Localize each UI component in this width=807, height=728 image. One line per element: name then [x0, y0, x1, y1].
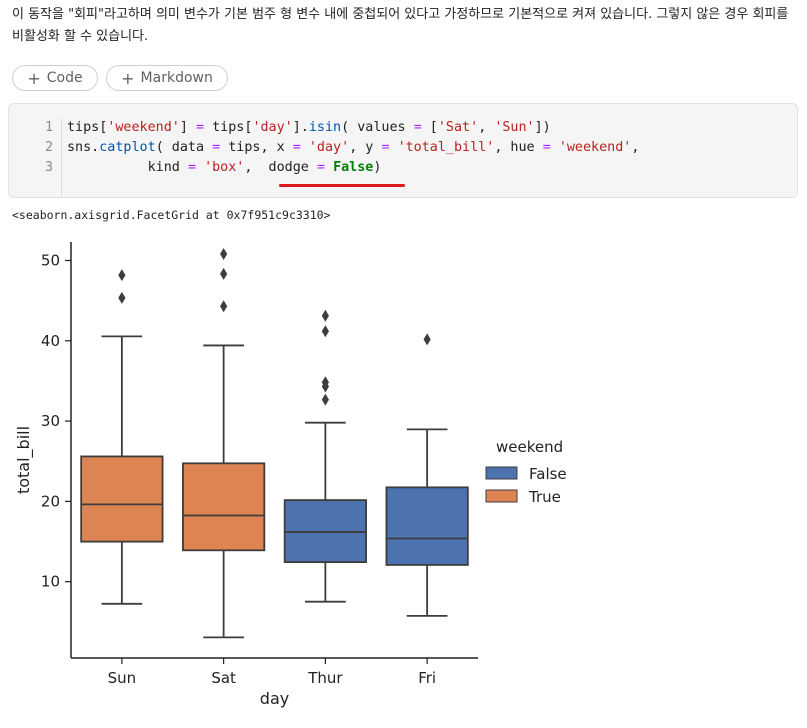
y-tick-label: 10 [41, 573, 60, 591]
outlier-point [321, 325, 329, 338]
y-tick-label: 30 [41, 412, 60, 430]
x-tick-label: Thur [307, 669, 343, 687]
x-tick-label: Fri [418, 669, 436, 687]
legend-title: weekend [496, 438, 563, 456]
legend-swatch [485, 466, 518, 480]
box-sat [182, 462, 266, 552]
y-tick-label: 40 [41, 332, 60, 350]
box-sun [80, 455, 164, 543]
legend-swatch [485, 489, 518, 503]
add-code-label: Code [46, 70, 83, 86]
line-number: 3 [44, 160, 53, 175]
boxplot-chart: 10 20 30 40 50 Sun Sat Thur Fri day total_bill week… [14, 242, 567, 708]
add-code-button[interactable]: + Code [12, 65, 98, 91]
outlier-point [220, 247, 228, 260]
outlier-point [118, 269, 126, 282]
x-axis-title: day [260, 689, 289, 708]
outlier-point [118, 291, 126, 304]
markdown-text: 이 동작을 "회피"라고하며 의미 변수가 기본 범주 형 변수 내에 중첩되어… [12, 7, 789, 44]
x-tick-label: Sun [108, 669, 137, 687]
line-number: 1 [44, 120, 53, 135]
outlier-point [220, 300, 228, 313]
outlier-point [423, 333, 431, 346]
add-markdown-button[interactable]: + Markdown [106, 65, 228, 91]
y-tick-label: 50 [41, 251, 60, 269]
code-editor[interactable]: tips['weekend'] = tips['day'].isin( valu… [67, 118, 639, 178]
code-cell[interactable]: 1 2 3 tips['weekend'] = tips['day'].isin… [8, 103, 798, 198]
line-number-gutter: 1 2 3 [25, 118, 62, 198]
highlight-underline [279, 184, 405, 187]
y-tick-label: 20 [41, 492, 60, 510]
x-tick-label: Sat [211, 669, 236, 687]
plus-icon: + [121, 68, 135, 88]
code-line-2: sns.catplot( data = tips, x = 'day', y =… [67, 140, 640, 155]
box-fri [385, 486, 469, 566]
outlier-point [321, 309, 329, 322]
legend-label: True [528, 488, 561, 506]
cell-output-repr: <seaborn.axisgrid.FacetGrid at 0x7f951c9… [12, 208, 331, 222]
y-axis-title: total_bill [14, 426, 34, 494]
code-line-1: tips['weekend'] = tips['day'].isin( valu… [67, 120, 551, 135]
outlier-point [220, 267, 228, 280]
add-markdown-label: Markdown [140, 70, 213, 86]
outlier-point [321, 393, 329, 406]
legend-label: False [529, 465, 567, 483]
code-line-3: kind = 'box', dodge = False) [67, 160, 382, 175]
outlier-point [321, 380, 329, 393]
line-number: 2 [44, 140, 53, 155]
plus-icon: + [27, 68, 41, 88]
